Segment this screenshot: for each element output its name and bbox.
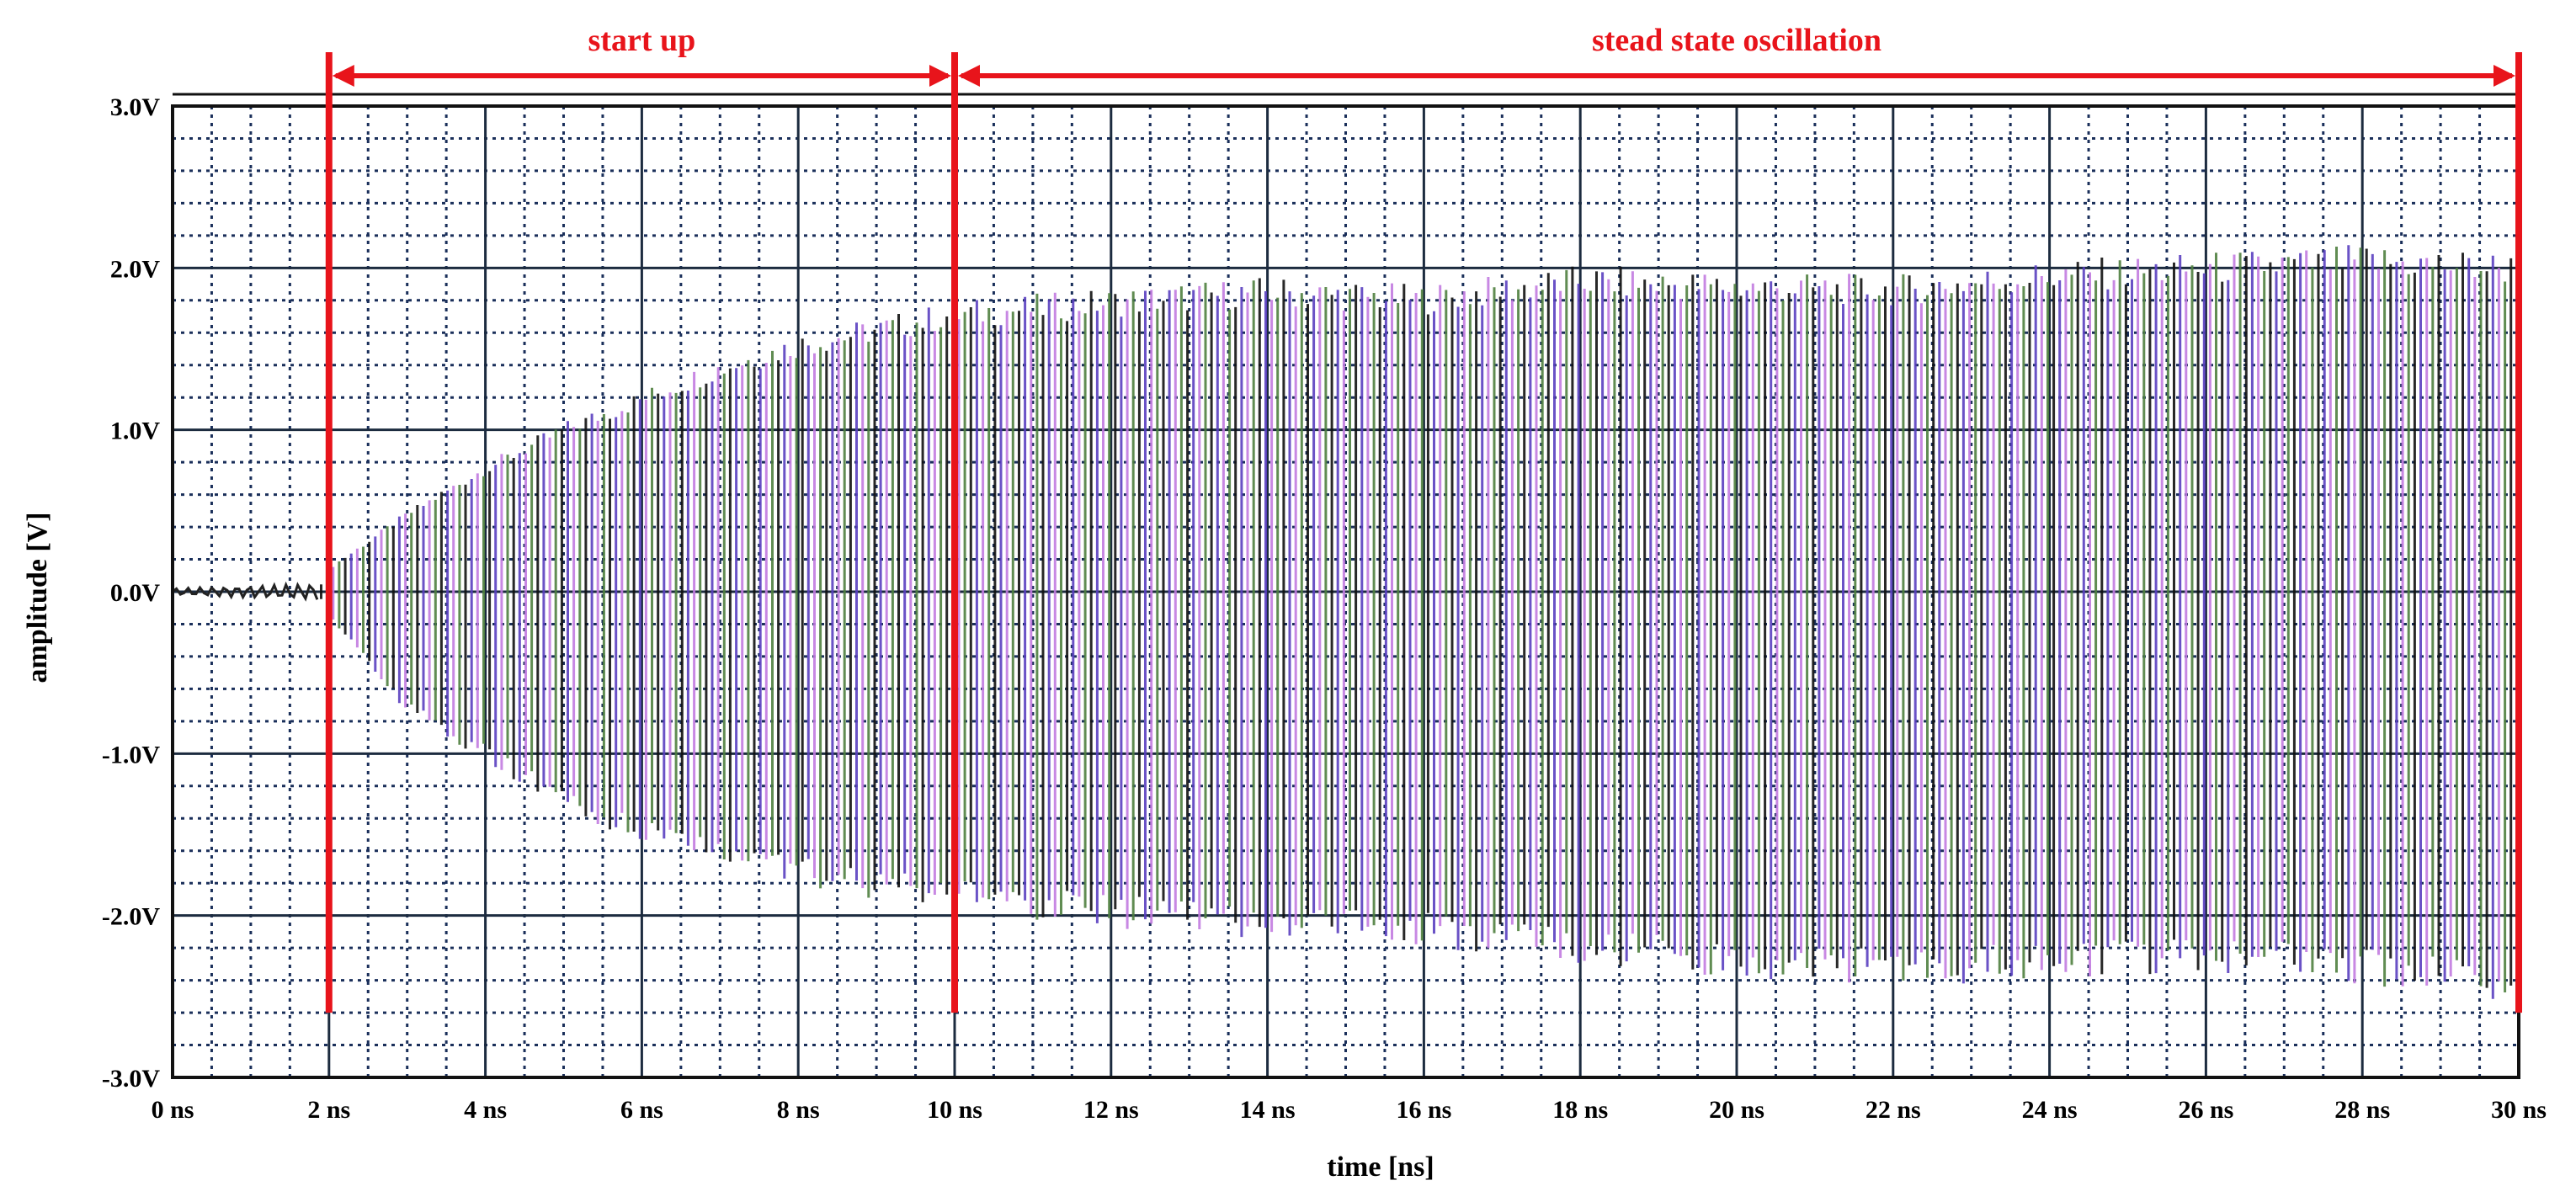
x-tick-label: 28 ns xyxy=(2334,1096,2390,1124)
phase-arrowhead-left xyxy=(958,65,980,87)
y-tick-label: -1.0V xyxy=(102,741,160,769)
y-tick-label: 3.0V xyxy=(110,93,161,121)
x-tick-label: 18 ns xyxy=(1552,1096,1608,1124)
x-tick-label: 10 ns xyxy=(927,1096,982,1124)
phase-annotations: start up stead state oscillation xyxy=(173,23,2522,1013)
axes: 0 ns 2 ns 4 ns 6 ns 8 ns 10 ns 12 ns 14 ns 16 ns… xyxy=(102,93,2547,1124)
y-tick-label: -2.0V xyxy=(102,903,160,931)
phase-arrowhead-right xyxy=(929,65,951,87)
y-tick-label: 0.0V xyxy=(110,579,161,607)
x-tick-label: 12 ns xyxy=(1083,1096,1139,1124)
x-tick-label: 0 ns xyxy=(152,1096,194,1124)
x-tick-label: 14 ns xyxy=(1240,1096,1296,1124)
x-tick-label: 16 ns xyxy=(1396,1096,1451,1124)
x-tick-label: 30 ns xyxy=(2491,1096,2547,1124)
x-tick-label: 2 ns xyxy=(307,1096,350,1124)
waveform-prestart xyxy=(172,581,319,602)
phase-arrowhead-right xyxy=(2494,65,2515,87)
phase-label: start up xyxy=(588,23,696,58)
x-tick-label: 22 ns xyxy=(1865,1096,1921,1124)
y-tick-label: -3.0V xyxy=(102,1065,160,1093)
x-tick-label: 8 ns xyxy=(777,1096,820,1124)
phase-arrowhead-left xyxy=(332,65,354,87)
x-tick-label: 20 ns xyxy=(1709,1096,1764,1124)
x-axis-title: time [ns] xyxy=(1327,1151,1434,1183)
waveform xyxy=(172,245,2519,1001)
phase-label: stead state oscillation xyxy=(1592,23,1881,58)
x-tick-label: 4 ns xyxy=(464,1096,507,1124)
x-tick-label: 6 ns xyxy=(620,1096,663,1124)
x-tick-label: 24 ns xyxy=(2022,1096,2078,1124)
x-tick-label: 26 ns xyxy=(2178,1096,2233,1124)
y-axis-title: amplitude [V] xyxy=(22,512,53,683)
y-tick-label: 2.0V xyxy=(110,255,161,283)
y-tick-label: 1.0V xyxy=(110,417,161,445)
